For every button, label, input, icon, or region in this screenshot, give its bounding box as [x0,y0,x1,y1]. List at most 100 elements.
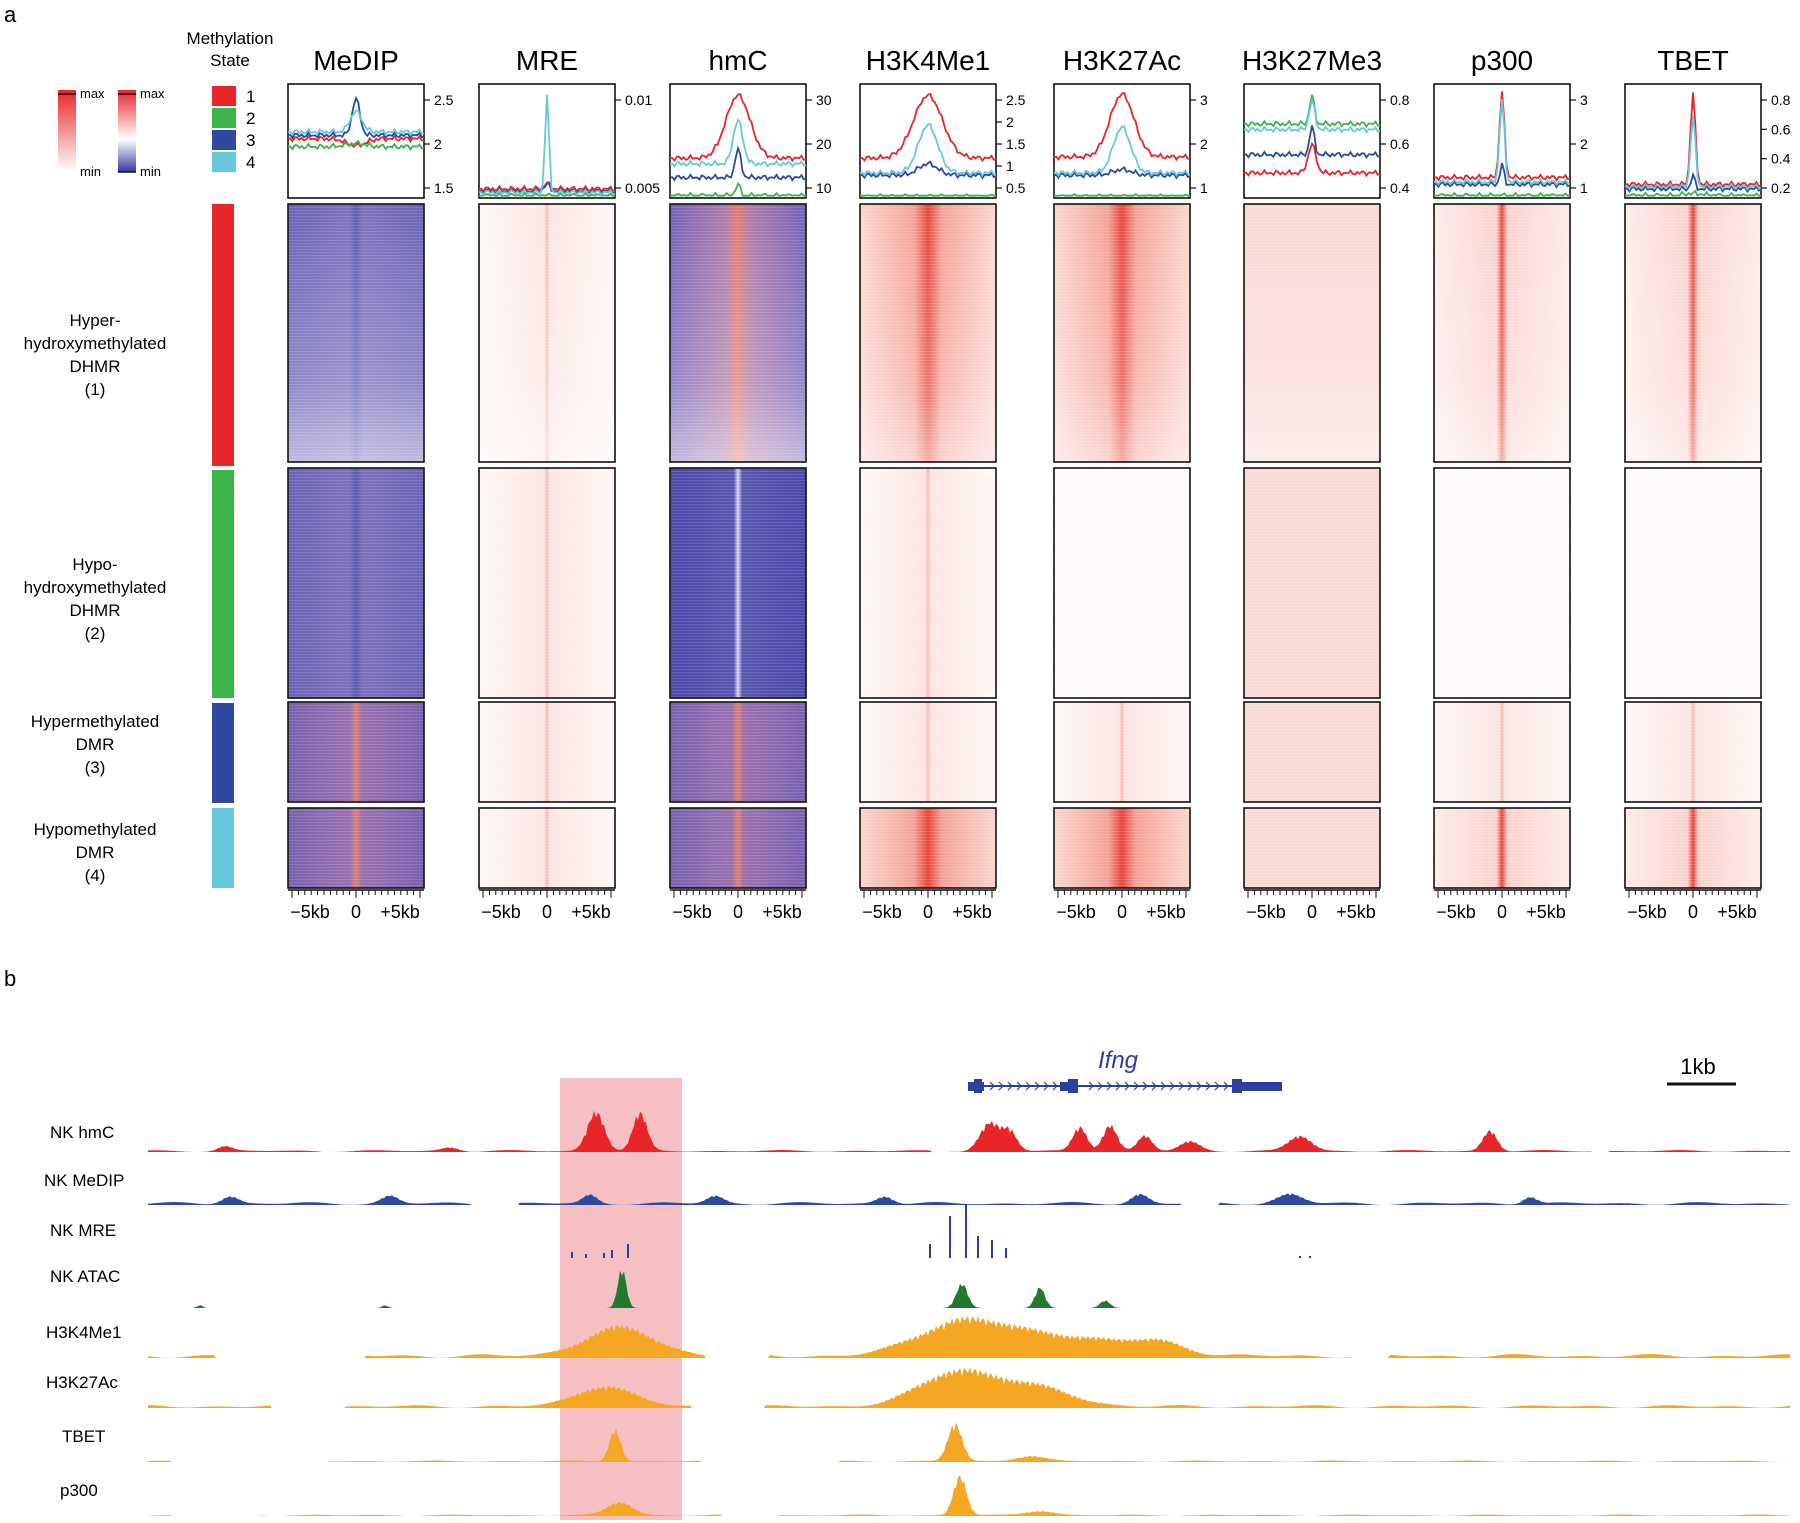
heatmap-fade [288,204,424,462]
blue-scale-min: min [140,164,161,179]
group-label-1: Hyper- hydroxymethylated DHMR (1) [24,311,167,399]
y-tick-label: 2.5 [1006,92,1026,108]
profile-line-state-3 [1053,165,1191,180]
x-tick-label: −5kb [1056,902,1096,922]
panel-b-label: b [4,966,16,991]
heatmap-frame [859,203,997,463]
heatmap-frame [1433,203,1571,463]
track-nk-hmc [148,1110,1790,1152]
column-title: MRE [516,45,578,76]
heatmap-texture [860,702,996,802]
state-4-label: 4 [246,153,255,172]
profile-plot-frame [1053,83,1191,199]
heatmap-fade [479,204,615,462]
profile-line-state-1 [478,181,616,194]
x-tick-label: 0 [923,902,933,922]
heatmap-frame [859,807,997,889]
heatmap-fade [1054,204,1190,462]
svg-text:(3): (3) [85,758,106,777]
state-2-bar [212,470,234,698]
heatmap-texture [670,808,806,888]
track-label-nk-mre: NK MRE [50,1221,116,1240]
profile-line-state-2 [1054,193,1190,197]
state-3-swatch [212,130,236,150]
y-tick-label: 3 [1200,92,1208,108]
column-title: H3K4Me1 [866,45,991,76]
state-4-bar [212,808,234,888]
y-tick-label: 1.5 [434,180,454,196]
profile-line-state-2 [669,181,806,197]
heatmap-frame [859,701,997,803]
heatmap-texture [1625,468,1761,698]
y-tick-label: 1 [1006,158,1014,174]
profile-plot-frame [669,83,807,199]
scale-bar-label: 1kb [1680,1054,1715,1079]
x-tick-label: −5kb [862,902,902,922]
heatmap-texture [479,468,615,698]
profile-line-state-4 [1433,99,1571,187]
y-tick-label: 0.4 [1390,180,1410,196]
x-tick-label: 0 [1117,902,1127,922]
ifng-gene-model: Ifng [968,1047,1282,1093]
column-title: MeDIP [313,45,399,76]
heatmap-fade [1434,204,1570,462]
svg-text:Hypo-: Hypo- [72,555,117,574]
state-4-swatch [212,152,236,172]
heatmap-texture [1434,808,1570,888]
state-1-label: 1 [246,87,255,106]
heatmap-texture [288,702,424,802]
profile-line-state-1 [1053,91,1191,162]
profile-line-state-3 [1624,171,1762,194]
x-tick-label: 0 [1307,902,1317,922]
heatmap-frame [287,203,425,463]
heatmap-frame [478,701,616,803]
legend-title-line2: State [210,51,250,70]
column-h3k4me1: H3K4Me1 2.5 2 1.5 1 0.5 −5kb 0 +5kb [859,45,1026,922]
heatmap-frame [1433,807,1571,889]
heatmap-fade [860,204,996,462]
heatmap-texture [860,808,996,888]
svg-text:Hypomethylated: Hypomethylated [34,820,157,839]
track-h3k4me1 [148,1315,1790,1358]
x-tick-label: +5kb [762,902,802,922]
heatmap-texture [670,468,806,698]
profile-line-state-4 [478,94,616,197]
svg-text:DHMR: DHMR [70,601,121,620]
profile-line-state-3 [859,160,997,180]
profile-line-state-1 [287,134,425,149]
profile-line-state-4 [287,109,425,137]
track-p300 [148,1475,1790,1516]
y-tick-label: 0.4 [1771,151,1791,167]
x-tick-label: +5kb [952,902,992,922]
profile-line-state-4 [1053,125,1191,178]
y-tick-label: 0.6 [1390,136,1410,152]
heatmap-texture [288,808,424,888]
heatmap-frame [1624,807,1762,889]
heatmap-frame [1053,807,1191,889]
heatmap-texture [1434,702,1570,802]
heatmap-frame [1243,701,1381,803]
state-2-label: 2 [246,109,255,128]
column-h3k27ac: H3K27Ac 3 2 1 −5kb 0 +5kb [1053,45,1208,922]
profile-line-state-3 [1243,125,1381,160]
heatmap-frame [1624,203,1762,463]
heatmap-texture [1054,468,1190,698]
y-tick-label: 10 [816,180,832,196]
heatmap-fade [670,204,806,462]
svg-text:Hyper-: Hyper- [69,311,120,330]
column-title: p300 [1471,45,1533,76]
x-tick-label: 0 [351,902,361,922]
heatmap-frame [1053,467,1191,699]
profile-line-state-1 [669,93,807,163]
heatmap-frame [1053,701,1191,803]
profile-plot-frame [859,83,997,199]
heatmap-frame [287,807,425,889]
state-2-swatch [212,108,236,128]
heatmap-frame [478,467,616,699]
blue-scale-max: max [140,86,165,101]
heatmap-frame [287,467,425,699]
y-tick-label: 30 [816,92,832,108]
track-label-tbet: TBET [62,1427,105,1446]
heatmap-texture [860,468,996,698]
red-color-scale [58,90,76,172]
